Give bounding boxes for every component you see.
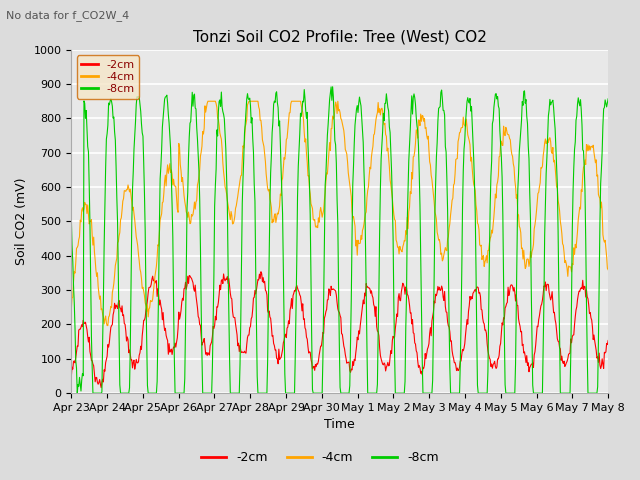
-2cm xyxy=(216,282,224,288)
-8cm xyxy=(329,84,337,90)
-4cm xyxy=(217,133,225,139)
Legend: -2cm, -4cm, -8cm: -2cm, -4cm, -8cm xyxy=(196,446,444,469)
Legend: -2cm, -4cm, -8cm: -2cm, -4cm, -8cm xyxy=(77,55,140,98)
-8cm xyxy=(188,103,195,108)
Title: Tonzi Soil CO2 Profile: Tree (West) CO2: Tonzi Soil CO2 Profile: Tree (West) CO2 xyxy=(193,29,486,44)
Text: No data for f_CO2W_4: No data for f_CO2W_4 xyxy=(6,10,130,21)
Y-axis label: Soil CO2 (mV): Soil CO2 (mV) xyxy=(15,178,28,265)
-2cm xyxy=(422,356,430,361)
-4cm xyxy=(406,189,414,194)
-2cm xyxy=(604,337,612,343)
-8cm xyxy=(406,127,414,132)
-8cm xyxy=(422,390,430,396)
-4cm xyxy=(204,98,212,104)
-2cm xyxy=(188,276,195,281)
-2cm xyxy=(133,360,141,365)
-8cm xyxy=(78,377,86,383)
-4cm xyxy=(133,238,141,244)
-8cm xyxy=(74,390,81,396)
-2cm xyxy=(257,269,265,275)
-2cm xyxy=(67,374,75,380)
-8cm xyxy=(67,214,75,219)
-8cm xyxy=(216,97,224,103)
Line: -2cm: -2cm xyxy=(71,272,608,387)
-8cm xyxy=(133,94,141,99)
-4cm xyxy=(604,267,612,273)
Line: -8cm: -8cm xyxy=(71,87,608,393)
-4cm xyxy=(77,219,85,225)
-4cm xyxy=(188,212,195,217)
-8cm xyxy=(604,96,612,102)
-4cm xyxy=(103,323,111,328)
-2cm xyxy=(406,310,414,316)
-2cm xyxy=(97,384,105,390)
Line: -4cm: -4cm xyxy=(71,101,608,325)
X-axis label: Time: Time xyxy=(324,419,355,432)
-2cm xyxy=(77,324,85,330)
-4cm xyxy=(422,125,430,131)
-4cm xyxy=(67,307,75,313)
